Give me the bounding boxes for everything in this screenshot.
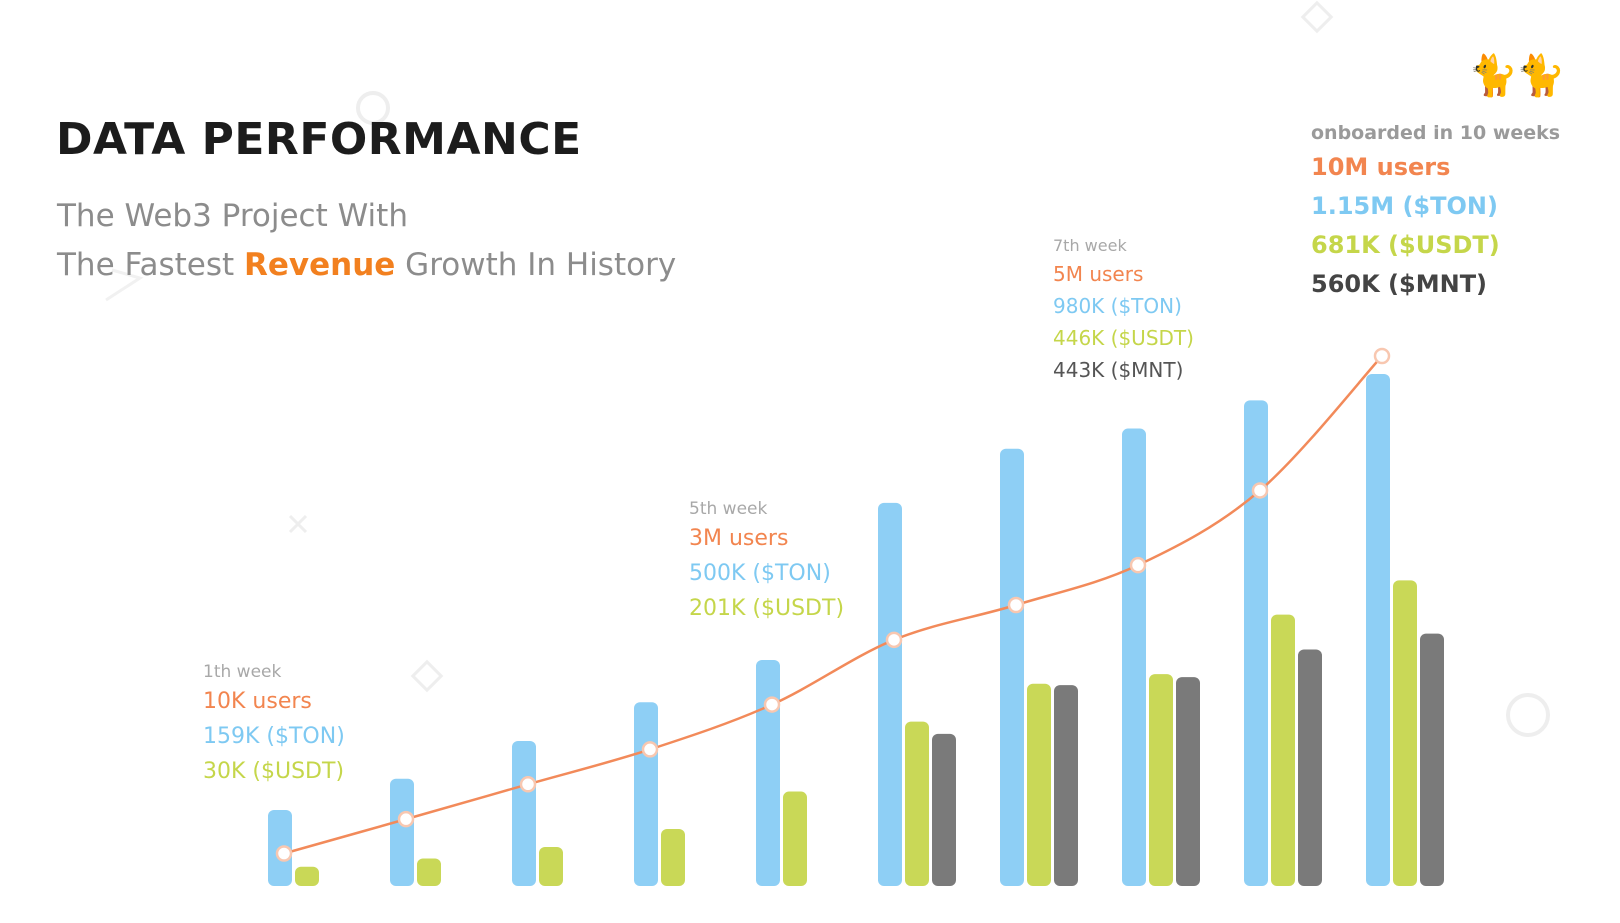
week-label: 7th week — [1053, 236, 1127, 255]
bar-usdt-week-6 — [905, 721, 929, 886]
page-title: DATA PERFORMANCE — [56, 114, 582, 165]
ton-label: 980K ($TON) — [1053, 294, 1182, 318]
bars-group — [268, 374, 1444, 886]
usdt-label: 681K ($USDT) — [1311, 231, 1500, 259]
bar-usdt-week-1 — [295, 866, 319, 886]
bar-usdt-week-4 — [661, 828, 685, 886]
users-point-week-6 — [885, 631, 903, 649]
bar-mnt-week-7 — [1054, 685, 1078, 886]
bar-ton-week-7 — [1000, 448, 1024, 886]
users-label: 10M users — [1311, 153, 1451, 181]
bar-usdt-week-9 — [1271, 614, 1295, 886]
deco-cross — [288, 514, 308, 534]
bar-usdt-week-2 — [417, 858, 441, 886]
users-growth-line — [283, 355, 1383, 855]
mnt-label: 560K ($MNT) — [1311, 270, 1488, 298]
ton-label: 1.15M ($TON) — [1311, 192, 1498, 220]
subtitle-line-2: The Fastest Revenue Growth In History — [57, 241, 676, 290]
deco-circle — [356, 91, 390, 125]
page-subtitle: The Web3 Project With The Fastest Revenu… — [57, 192, 676, 290]
deco-diamond — [1300, 0, 1334, 34]
decorations — [105, 0, 1550, 737]
users-point-week-4 — [641, 741, 659, 758]
usdt-label: 30K ($USDT) — [203, 759, 345, 784]
users-point-week-8 — [1129, 556, 1147, 574]
week-label: 5th week — [689, 499, 768, 519]
users-point-week-1 — [275, 845, 293, 862]
bar-ton-week-4 — [634, 702, 658, 886]
annotation-week-10: onboarded in 10 weeks 10M users 1.15M ($… — [1311, 118, 1560, 304]
bar-usdt-week-10 — [1393, 580, 1417, 886]
annotation-week-1: 1th week 10K users 159K ($TON) 30K ($USD… — [203, 660, 345, 789]
bar-ton-week-8 — [1122, 428, 1146, 886]
users-points — [275, 347, 1391, 862]
deco-diamond — [410, 659, 444, 693]
bar-ton-week-6 — [878, 502, 902, 886]
ton-label: 500K ($TON) — [689, 561, 831, 586]
subtitle-accent: Revenue — [244, 247, 396, 283]
users-point-week-10 — [1373, 347, 1391, 365]
users-point-week-9 — [1251, 482, 1269, 499]
cat-mascot-icon: 🐈🐈 — [1468, 54, 1566, 98]
bar-usdt-week-8 — [1149, 674, 1173, 886]
users-label: 3M users — [689, 526, 789, 551]
annotation-week-7: 7th week 5M users 980K ($TON) 446K ($USD… — [1053, 234, 1194, 386]
usdt-label: 201K ($USDT) — [689, 596, 845, 621]
bar-ton-week-9 — [1244, 400, 1268, 886]
bar-ton-week-2 — [390, 778, 414, 886]
bar-mnt-week-6 — [932, 733, 956, 886]
subtitle-post: Growth In History — [395, 247, 677, 283]
users-point-week-3 — [519, 776, 537, 793]
bar-mnt-week-8 — [1176, 677, 1200, 886]
deco-circle — [1506, 693, 1550, 737]
subtitle-line-1: The Web3 Project With — [57, 198, 408, 234]
mnt-label: 443K ($MNT) — [1053, 358, 1184, 382]
users-point-week-2 — [397, 810, 415, 828]
bar-ton-week-10 — [1366, 374, 1390, 886]
bar-usdt-week-3 — [539, 847, 563, 886]
subtitle-pre: The Fastest — [57, 247, 245, 283]
bar-usdt-week-5 — [783, 791, 807, 886]
bar-usdt-week-7 — [1027, 683, 1051, 886]
users-label: 10K users — [203, 689, 312, 714]
deco-triangle — [105, 268, 144, 302]
week-label: 1th week — [203, 662, 282, 682]
users-point-week-7 — [1007, 596, 1025, 614]
annotation-week-5: 5th week 3M users 500K ($TON) 201K ($USD… — [689, 497, 844, 626]
bar-mnt-week-10 — [1420, 633, 1444, 886]
bar-ton-week-3 — [512, 740, 536, 886]
ton-label: 159K ($TON) — [203, 724, 345, 749]
onboarded-label: onboarded in 10 weeks — [1311, 122, 1561, 144]
bar-mnt-week-9 — [1298, 649, 1322, 886]
bar-ton-week-5 — [756, 660, 780, 886]
users-point-week-5 — [763, 696, 781, 713]
usdt-label: 446K ($USDT) — [1053, 326, 1194, 350]
users-label: 5M users — [1053, 262, 1144, 286]
